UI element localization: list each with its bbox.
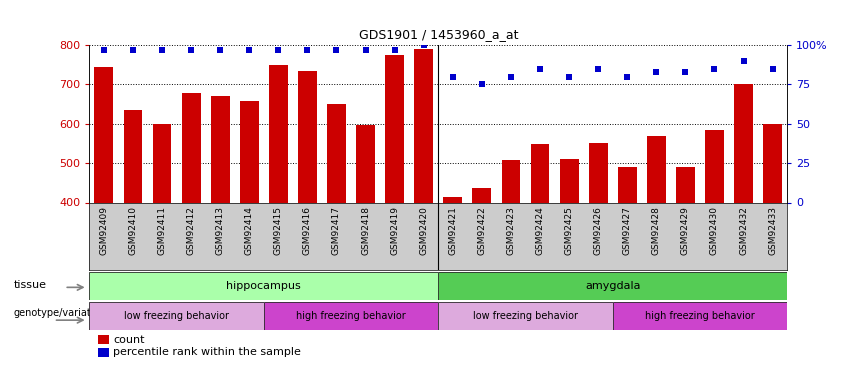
Text: GSM92428: GSM92428 [652,206,661,255]
Text: GSM92429: GSM92429 [681,206,690,255]
Text: GSM92418: GSM92418 [361,206,370,255]
Bar [414,49,433,202]
Text: GSM92432: GSM92432 [739,206,748,255]
Point [708,66,722,72]
Bar [647,136,665,202]
Point [649,69,663,75]
Bar [98,335,109,345]
Bar [589,144,608,202]
Bar [240,101,259,202]
Text: GSM92412: GSM92412 [186,206,196,255]
Text: high freezing behavior: high freezing behavior [645,311,755,321]
Point [214,47,227,53]
Bar [356,125,375,202]
Bar [618,167,637,202]
Point [97,47,111,53]
Text: high freezing behavior: high freezing behavior [296,311,406,321]
Point [329,47,343,53]
Text: GSM92410: GSM92410 [129,206,138,255]
FancyBboxPatch shape [613,302,787,330]
Bar [181,93,201,202]
Bar [327,104,346,202]
Text: GSM92411: GSM92411 [157,206,167,255]
FancyBboxPatch shape [89,272,438,300]
Point [766,66,780,72]
Text: GSM92430: GSM92430 [710,206,719,255]
Bar [94,67,113,203]
Text: GSM92414: GSM92414 [245,206,254,255]
Point [243,47,256,53]
Point [359,47,373,53]
Text: GSM92421: GSM92421 [448,206,457,255]
Text: GSM92420: GSM92420 [420,206,428,255]
Text: GSM92413: GSM92413 [215,206,225,255]
Text: GSM92417: GSM92417 [332,206,341,255]
Bar [269,65,288,203]
Text: genotype/variation: genotype/variation [14,308,106,318]
Text: GSM92423: GSM92423 [506,206,516,255]
Bar [734,84,753,203]
Bar [152,124,172,202]
Text: GSM92426: GSM92426 [594,206,603,255]
Text: amygdala: amygdala [585,281,641,291]
Point [300,47,314,53]
Point [563,74,576,80]
FancyBboxPatch shape [438,272,787,300]
Point [591,66,605,72]
Bar [211,96,230,202]
Bar [501,160,521,202]
Bar [123,110,142,202]
Text: low freezing behavior: low freezing behavior [473,311,578,321]
Bar [560,159,579,203]
Point [417,42,431,48]
Point [126,47,140,53]
Text: GSM92409: GSM92409 [100,206,108,255]
Bar [472,188,491,202]
Point [620,74,634,80]
FancyBboxPatch shape [89,302,264,330]
Point [388,47,402,53]
Point [185,47,198,53]
Point [271,47,285,53]
Bar [386,55,404,202]
Text: GSM92424: GSM92424 [535,206,545,255]
Text: count: count [113,335,145,345]
Point [737,58,751,64]
Bar [676,167,695,202]
Bar [530,144,550,202]
Text: GSM92427: GSM92427 [623,206,631,255]
Bar [705,130,724,203]
Point [534,66,547,72]
FancyBboxPatch shape [438,302,613,330]
Bar [98,348,109,357]
Point [155,47,168,53]
Bar [298,70,317,202]
Text: hippocampus: hippocampus [226,281,301,291]
Text: GSM92415: GSM92415 [274,206,283,255]
Point [504,74,517,80]
Point [475,81,488,87]
Text: percentile rank within the sample: percentile rank within the sample [113,347,301,357]
Text: GDS1901 / 1453960_a_at: GDS1901 / 1453960_a_at [358,28,518,41]
Bar [443,196,462,202]
Point [678,69,692,75]
Text: GSM92422: GSM92422 [477,206,487,255]
Bar [763,124,782,202]
Text: GSM92419: GSM92419 [390,206,399,255]
Text: low freezing behavior: low freezing behavior [124,311,229,321]
Text: GSM92425: GSM92425 [564,206,574,255]
Point [446,74,460,80]
FancyBboxPatch shape [264,302,438,330]
Text: GSM92433: GSM92433 [768,206,777,255]
Text: tissue: tissue [14,279,47,290]
Text: GSM92416: GSM92416 [303,206,312,255]
